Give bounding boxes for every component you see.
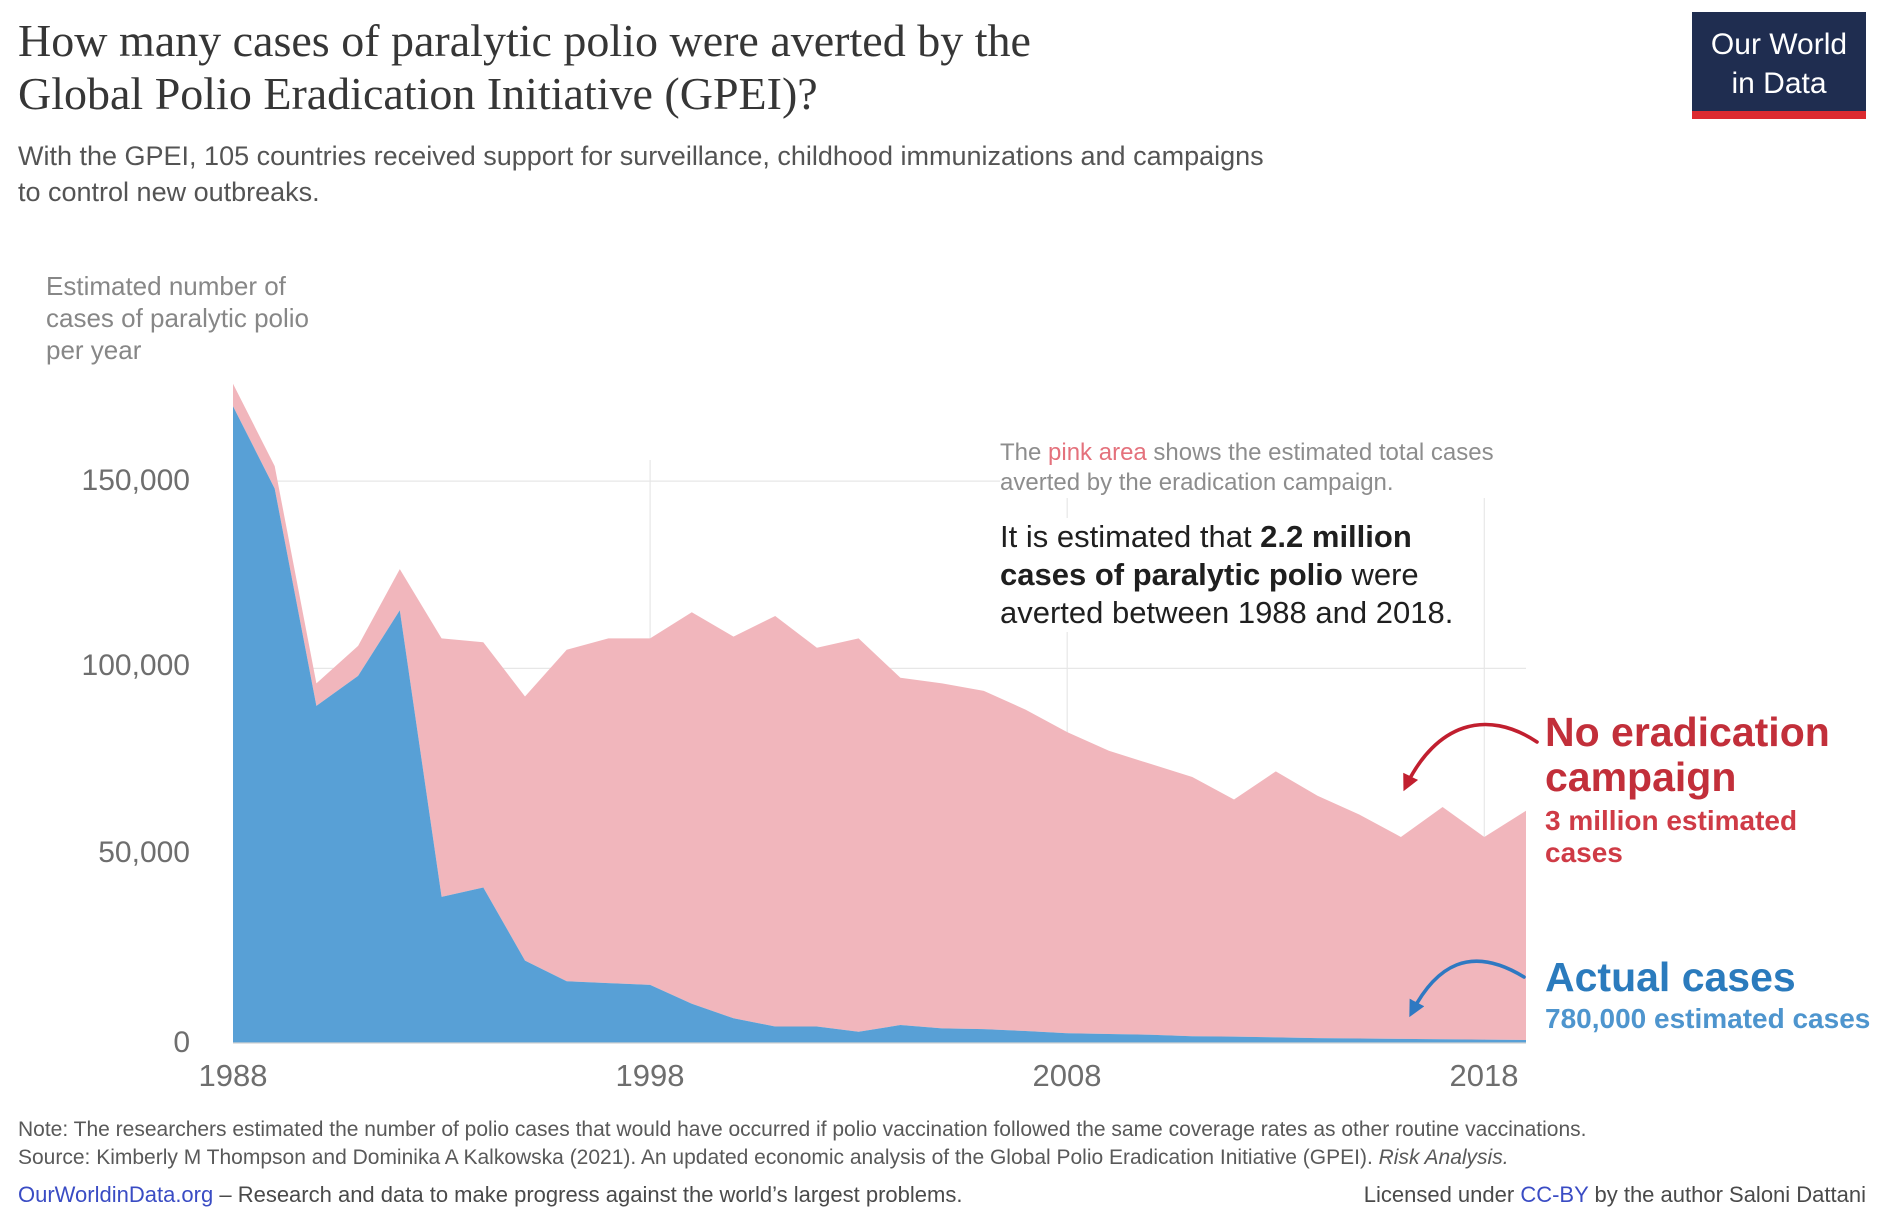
y-axis-title: Estimated number of cases of paralytic p…: [46, 270, 309, 367]
footer-tagline: – Research and data to make progress aga…: [213, 1182, 963, 1207]
averted-estimate-line3: averted between 1988 and 2018.: [1000, 595, 1454, 630]
pink-area-note-text2: shows the estimated total cases: [1146, 439, 1494, 466]
pink-area-note-line2: averted by the eradication campaign.: [1000, 469, 1394, 496]
pink-area-note: The pink area shows the estimated total …: [1000, 438, 1530, 498]
no-eradication-arrow: [1403, 722, 1539, 792]
averted-estimate-l2b: cases of paralytic polio: [1000, 557, 1343, 592]
x-tick-2008: 2008: [1032, 1058, 1102, 1093]
page-subtitle-line2: to control new outbreaks.: [18, 177, 320, 208]
y-tick-150000: 150,000: [81, 464, 190, 497]
cc-by-link[interactable]: CC-BY: [1520, 1182, 1589, 1207]
page-title: How many cases of paralytic polio were a…: [18, 14, 1031, 121]
actual-cases-total: 780,000 estimated cases: [1545, 1003, 1871, 1034]
pink-area-note-highlight: pink area: [1048, 439, 1147, 466]
y-tick-50000: 50,000: [98, 836, 190, 869]
footer-right: Licensed under CC-BY by the author Salon…: [1364, 1182, 1866, 1208]
owid-logo-line2: in Data: [1731, 67, 1827, 100]
page-title-line1: How many cases of paralytic polio were a…: [18, 15, 1031, 66]
license-text-prefix: Licensed under: [1363, 1182, 1521, 1207]
y-tick-100000: 100,000: [81, 649, 190, 682]
averted-estimate-l2n: were: [1342, 557, 1419, 592]
averted-estimate-l1b: 2.2 million: [1260, 519, 1412, 554]
y-axis-title-line2: cases of paralytic polio: [46, 303, 310, 334]
x-tick-1998: 1998: [615, 1058, 685, 1093]
no-eradication-total: 3 million estimated cases: [1545, 805, 1798, 868]
owid-logo-line1: Our World: [1710, 28, 1848, 61]
no-eradication-label: No eradication campaign 3 million estima…: [1545, 710, 1880, 869]
page-subtitle: With the GPEI, 105 countries received su…: [18, 138, 1264, 210]
no-eradication-area[interactable]: [233, 383, 1526, 1040]
averted-estimate-line1: It is estimated that 2.2 million: [1000, 518, 1470, 556]
footer: OurWorldinData.org – Research and data t…: [18, 1182, 1866, 1208]
page-subtitle-line1: With the GPEI, 105 countries received su…: [18, 141, 1264, 171]
no-eradication-label-line1: No eradication: [1545, 709, 1830, 755]
averted-estimate-note: It is estimated that 2.2 million cases o…: [1000, 518, 1470, 632]
pink-area-note-text: The: [1000, 439, 1049, 466]
y-axis-title-line1: Estimated number of: [46, 271, 286, 301]
y-axis-title-line3: per year: [46, 335, 142, 366]
actual-cases-arrow: [1409, 959, 1526, 1018]
owid-logo[interactable]: Our World in Data: [1692, 12, 1866, 119]
actual-cases-label-line1: Actual cases: [1545, 954, 1796, 1000]
source-text: Source: Kimberly M Thompson and Dominika…: [18, 1146, 1379, 1169]
y-tick-0: 0: [173, 1026, 190, 1059]
page-title-line2: Global Polio Eradication Initiative (GPE…: [18, 68, 818, 120]
owid-site-link[interactable]: OurWorldinData.org: [18, 1182, 214, 1207]
actual-cases-label: Actual cases 780,000 estimated cases: [1545, 955, 1880, 1035]
no-eradication-label-line2: campaign: [1545, 754, 1737, 800]
source-journal: Risk Analysis.: [1378, 1146, 1509, 1169]
note-line: Note: The researchers estimated the numb…: [18, 1118, 1587, 1141]
actual-cases-area[interactable]: [233, 406, 1526, 1043]
license-text-suffix: by the author Saloni Dattani: [1588, 1182, 1866, 1207]
source-line: Source: Kimberly M Thompson and Dominika…: [18, 1146, 1509, 1170]
x-tick-1988: 1988: [198, 1058, 268, 1093]
footer-left: OurWorldinData.org – Research and data t…: [18, 1182, 962, 1208]
averted-estimate-l1n: It is estimated that: [1000, 519, 1261, 554]
averted-estimate-line2: cases of paralytic polio were: [1000, 556, 1470, 594]
x-tick-2018: 2018: [1449, 1058, 1519, 1093]
